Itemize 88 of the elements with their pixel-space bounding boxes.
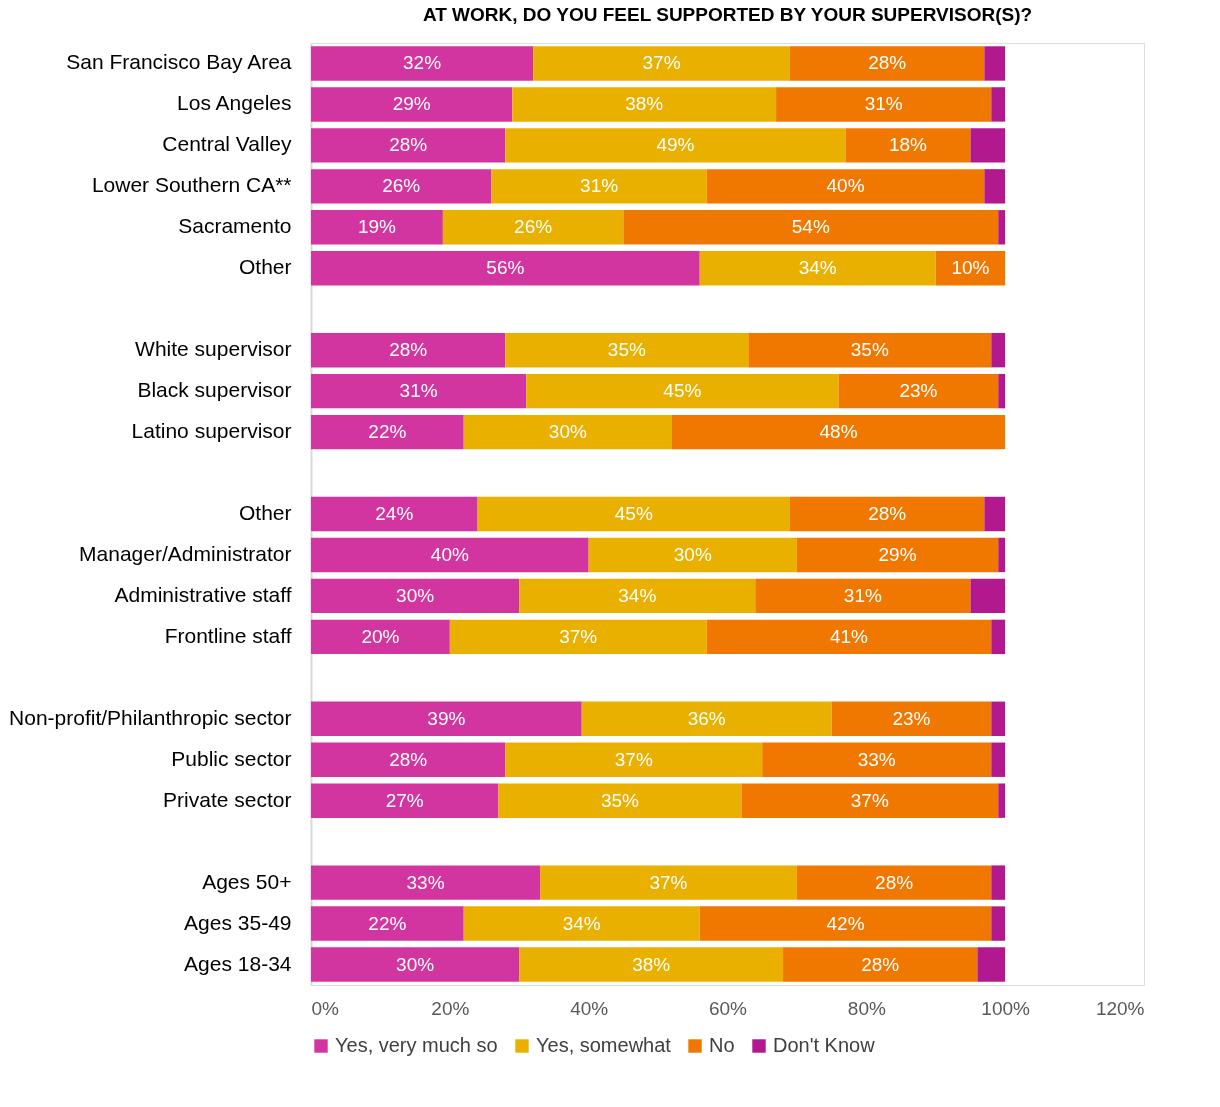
y-tick-label: Ages 50+ — [202, 869, 292, 893]
y-tick-label: Black supervisor — [137, 378, 292, 402]
data-label: 23% — [899, 380, 938, 402]
data-label: 22% — [368, 912, 407, 934]
data-label: 37% — [850, 789, 889, 811]
x-tick-label: 100% — [981, 997, 1031, 1019]
data-label: 20% — [361, 625, 400, 647]
y-tick-label: Frontline staff — [164, 623, 292, 647]
data-label: 28% — [389, 134, 428, 156]
data-label: 40% — [826, 175, 865, 197]
data-label: 31% — [399, 380, 438, 402]
y-tick-label: Sacramento — [178, 214, 292, 238]
data-label: 54% — [791, 216, 830, 238]
data-label: 30% — [396, 584, 435, 606]
data-label: 37% — [559, 625, 598, 647]
y-tick-label: Non-profit/Philanthropic sector — [9, 705, 292, 729]
data-label: 39% — [427, 707, 466, 729]
data-label: 45% — [614, 503, 653, 524]
data-label: 34% — [618, 584, 657, 606]
data-label: 45% — [663, 380, 702, 402]
data-label: 28% — [868, 52, 907, 74]
data-label: 38% — [632, 953, 671, 975]
data-label: 32% — [403, 52, 442, 74]
legend-label: Yes, somewhat — [536, 1034, 672, 1056]
data-label: 28% — [389, 748, 428, 770]
data-label: 34% — [798, 257, 837, 279]
data-label: 26% — [514, 216, 553, 238]
data-label: 27% — [385, 789, 424, 811]
data-label: 24% — [375, 503, 414, 524]
y-tick-label: Lower Southern CA** — [91, 173, 292, 197]
y-tick-label: White supervisor — [135, 337, 292, 361]
y-tick-label: Other — [238, 501, 292, 524]
data-label: 28% — [389, 339, 428, 361]
data-label: 37% — [614, 748, 653, 770]
data-label: 34% — [562, 912, 601, 934]
y-tick-label: Manager/Administrator — [79, 541, 292, 565]
data-label: 37% — [642, 52, 681, 74]
data-label: 36% — [687, 707, 726, 729]
data-label: 30% — [548, 421, 587, 443]
data-label: 31% — [580, 175, 619, 197]
y-tick-label: Administrative staff — [114, 582, 292, 606]
data-label: 22% — [368, 421, 407, 443]
data-label: 33% — [406, 871, 445, 893]
data-label: 38% — [625, 93, 664, 115]
data-label: 33% — [857, 748, 896, 770]
data-label: 29% — [878, 543, 917, 565]
y-tick-label: Other — [238, 255, 292, 279]
data-label: 56% — [486, 257, 525, 279]
data-label: 49% — [656, 134, 695, 156]
x-tick-label: 0% — [311, 997, 340, 1019]
data-label: 23% — [892, 707, 931, 729]
data-label: 48% — [819, 421, 858, 443]
data-label: 35% — [607, 339, 646, 361]
data-label: 28% — [875, 871, 914, 893]
data-label: 31% — [843, 584, 882, 606]
data-label: 10% — [951, 257, 990, 279]
y-tick-label: Los Angeles — [177, 91, 292, 115]
x-tick-label: 20% — [431, 997, 470, 1019]
legend-label: Don't Know — [773, 1034, 876, 1056]
data-label: 28% — [868, 503, 907, 524]
data-label: 41% — [829, 625, 869, 647]
data-label: 30% — [396, 953, 435, 975]
data-label: 35% — [850, 339, 889, 361]
data-label: 28% — [861, 953, 900, 975]
data-label: 31% — [864, 93, 903, 115]
data-label: 19% — [357, 216, 397, 238]
y-tick-label: Public sector — [171, 746, 292, 770]
y-tick-label: Private sector — [163, 787, 292, 811]
data-label: 26% — [382, 175, 421, 197]
y-tick-label: Central Valley — [162, 132, 292, 156]
legend-label: Yes, very much so — [335, 1034, 498, 1056]
y-tick-label: San Francisco Bay Area — [66, 50, 292, 74]
x-tick-label: 60% — [708, 997, 748, 1019]
data-label: 30% — [673, 543, 712, 565]
chart-title: AT WORK, DO YOU FEEL SUPPORTED BY YOUR SUPERVISOR(S)? — [422, 4, 1033, 25]
legend-label: No — [709, 1034, 735, 1056]
y-tick-label: Latino supervisor — [131, 419, 292, 443]
data-label: 37% — [649, 871, 688, 893]
data-label: 29% — [392, 93, 431, 115]
data-label: 18% — [888, 134, 928, 156]
y-tick-label: Ages 18-34 — [184, 951, 292, 975]
y-tick-label: Ages 35-49 — [184, 910, 292, 934]
x-tick-label: 120% — [1095, 997, 1145, 1019]
data-label: 35% — [600, 789, 640, 811]
data-label: 40% — [430, 543, 469, 565]
data-label: 42% — [826, 912, 865, 934]
x-tick-label: 80% — [847, 997, 886, 1019]
x-tick-label: 40% — [570, 997, 609, 1019]
